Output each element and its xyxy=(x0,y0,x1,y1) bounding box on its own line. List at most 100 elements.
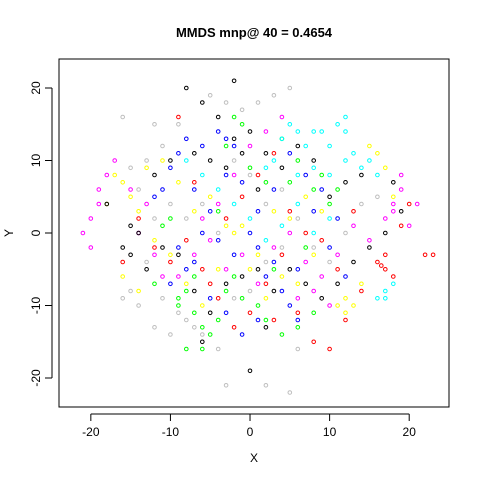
data-point xyxy=(271,245,277,250)
data-point xyxy=(247,230,253,236)
data-point xyxy=(136,230,141,236)
y-tick-label: 10 xyxy=(29,154,43,168)
data-point xyxy=(152,325,157,330)
data-point xyxy=(351,223,356,229)
data-point xyxy=(311,230,317,236)
data-point xyxy=(327,303,332,308)
data-point xyxy=(231,274,237,279)
data-point xyxy=(223,165,229,171)
data-point xyxy=(215,201,221,207)
data-point xyxy=(136,209,141,214)
data-point xyxy=(327,194,332,200)
data-point xyxy=(263,151,269,156)
data-point xyxy=(343,114,348,120)
data-point xyxy=(406,223,412,229)
data-point xyxy=(255,172,261,178)
data-point xyxy=(383,165,388,171)
data-point xyxy=(200,216,205,221)
data-point xyxy=(200,100,205,105)
data-point xyxy=(239,151,245,156)
data-point xyxy=(168,165,173,171)
data-point xyxy=(231,114,237,120)
data-point xyxy=(184,346,189,352)
data-point xyxy=(128,194,133,200)
data-point xyxy=(383,296,388,301)
data-point xyxy=(184,267,189,272)
data-point xyxy=(223,216,229,221)
data-point xyxy=(231,230,237,236)
data-point xyxy=(271,151,277,156)
data-point xyxy=(379,263,384,268)
data-point xyxy=(398,223,404,229)
data-point xyxy=(327,216,332,221)
data-point xyxy=(263,325,269,330)
data-point xyxy=(255,245,261,250)
data-point xyxy=(215,346,221,352)
data-point xyxy=(88,245,94,250)
data-point xyxy=(335,187,340,192)
data-point xyxy=(303,259,309,265)
data-point xyxy=(311,339,317,345)
data-point xyxy=(136,216,141,221)
data-point xyxy=(200,332,205,337)
data-point xyxy=(279,332,285,337)
data-point xyxy=(263,274,269,279)
data-point xyxy=(144,201,149,207)
data-point xyxy=(359,165,364,171)
series-7 xyxy=(120,85,380,395)
data-point xyxy=(287,85,293,91)
x-axis-title: X xyxy=(250,451,258,465)
data-point xyxy=(319,129,325,134)
data-point xyxy=(383,288,388,294)
data-point xyxy=(398,209,404,214)
data-point xyxy=(351,151,356,156)
data-point xyxy=(239,107,245,113)
x-tick-label: -20 xyxy=(82,425,100,439)
series-5 xyxy=(104,143,396,316)
data-point xyxy=(343,274,348,279)
data-point xyxy=(255,303,261,308)
data-point xyxy=(120,245,125,250)
data-point xyxy=(200,143,205,149)
data-point xyxy=(279,165,285,171)
data-point xyxy=(311,158,317,163)
data-point xyxy=(192,252,197,258)
data-points xyxy=(80,78,436,395)
data-point xyxy=(223,310,229,316)
data-point xyxy=(279,187,285,192)
data-point xyxy=(207,158,213,163)
data-point xyxy=(391,201,396,207)
data-point xyxy=(311,245,317,250)
data-point xyxy=(207,332,213,337)
data-point xyxy=(327,245,332,250)
data-point xyxy=(160,245,165,250)
data-point xyxy=(168,252,173,258)
data-point xyxy=(200,172,205,178)
data-point xyxy=(160,223,165,229)
data-point xyxy=(351,303,356,308)
data-point xyxy=(207,281,213,287)
data-point xyxy=(335,281,340,287)
data-point xyxy=(120,180,125,185)
data-point xyxy=(128,288,133,294)
data-point xyxy=(223,223,229,229)
data-point xyxy=(271,259,277,265)
data-point xyxy=(271,158,277,163)
data-point xyxy=(391,194,396,200)
data-point xyxy=(263,317,269,323)
data-point xyxy=(247,216,253,221)
data-point xyxy=(263,238,269,243)
series-6 xyxy=(104,78,404,374)
data-point xyxy=(231,296,237,301)
data-point xyxy=(192,151,197,156)
data-point xyxy=(303,281,309,287)
data-point xyxy=(295,216,301,221)
data-point xyxy=(160,187,165,192)
data-point xyxy=(239,180,245,185)
data-point xyxy=(184,158,189,163)
data-point xyxy=(184,85,189,91)
data-point xyxy=(335,303,340,308)
data-point xyxy=(200,267,205,272)
data-point xyxy=(247,288,253,294)
data-point xyxy=(375,172,380,178)
